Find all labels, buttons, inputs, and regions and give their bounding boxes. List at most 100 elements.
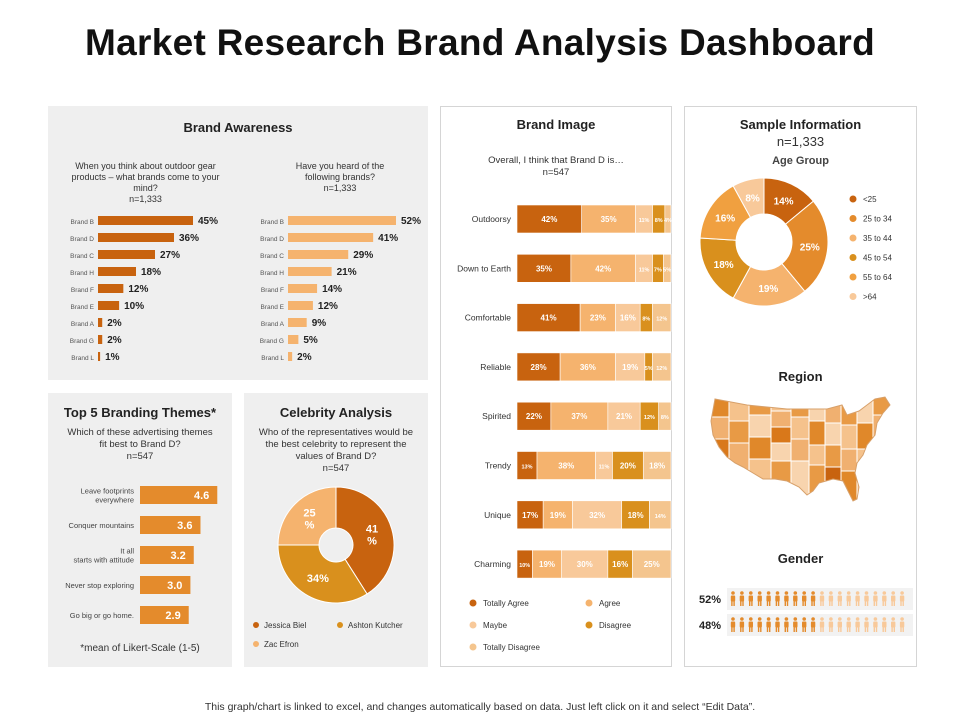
awareness-q2-n: n=1,333	[323, 183, 357, 193]
stacked-segment	[658, 401, 672, 431]
legend-swatch	[849, 254, 857, 261]
stacked-segment	[536, 451, 596, 480]
donut-label: 41	[366, 524, 378, 536]
brand-awareness-panel: Brand Awareness When you think about out…	[48, 106, 428, 380]
theme-value-label: 3.6	[177, 520, 192, 532]
person-icon	[899, 617, 905, 632]
person-icon	[828, 591, 834, 606]
stacked-segment-label: 20%	[620, 462, 636, 471]
bar-category-label: Brand E	[261, 304, 285, 311]
map-state	[808, 444, 826, 466]
image-question-text: Overall, I think that Brand D is…	[488, 155, 624, 166]
legend-label: Totally Agree	[483, 599, 529, 608]
bar-category-label: Brand G	[260, 338, 284, 345]
person-icon	[739, 591, 745, 606]
bar-category-label: Brand F	[261, 287, 284, 294]
person-icon	[864, 617, 869, 632]
age-group-donut-chart: 14% 25% 19% 18% 16% 8%	[699, 177, 829, 307]
image-category-label: Spirited	[482, 411, 511, 421]
person-icon	[828, 617, 834, 632]
stacked-segment	[664, 204, 672, 234]
bar	[288, 318, 307, 327]
legend-label: 35 to 44	[863, 234, 892, 243]
map-state	[856, 422, 874, 450]
gender-value-label: 52%	[699, 594, 721, 606]
donut-slice	[781, 200, 829, 293]
stacked-segment-label: 5%	[663, 267, 671, 273]
awareness-q1-n: n=1,333	[129, 194, 162, 204]
stacked-segment-label: 38%	[558, 462, 574, 471]
stacked-segment-label: 10%	[519, 563, 530, 569]
legend-label: <25	[863, 195, 877, 204]
stacked-segment-label: 36%	[580, 363, 596, 372]
theme-label: starts with attitude	[74, 556, 134, 565]
bar-category-label: Brand D	[70, 236, 94, 243]
stacked-segment	[559, 352, 616, 382]
stacked-segment	[652, 303, 672, 332]
bar-value-label: 45%	[198, 216, 218, 227]
celebrity-panel: Celebrity Analysis Who of the representa…	[244, 393, 428, 667]
person-icon	[891, 591, 896, 606]
stacked-segment-label: 5%	[645, 366, 653, 372]
bar	[288, 250, 349, 259]
awareness-q2-text: Have you heard of the following brands?	[295, 161, 385, 182]
bar	[288, 335, 299, 344]
map-state	[711, 438, 730, 470]
bar-category-label: Brand L	[71, 355, 94, 362]
legend-swatch	[253, 641, 259, 647]
donut-label: 34%	[307, 573, 329, 585]
map-state	[770, 442, 792, 462]
stacked-segment	[642, 451, 672, 480]
stacked-segment	[621, 500, 650, 530]
legend-label: 25 to 34	[863, 215, 892, 224]
celebrity-donut-chart: 41% 34% 25%	[277, 486, 395, 604]
stacked-segment	[572, 500, 623, 530]
person-icon	[802, 591, 807, 606]
stacked-segment-label: 12%	[656, 366, 667, 372]
brand-image-legend: Totally Agree Agree Maybe Disagree Totally D…	[469, 599, 632, 652]
legend-label: Zac Efron	[264, 640, 299, 649]
person-icon	[882, 591, 887, 606]
stacked-segment-label: 21%	[616, 412, 632, 421]
bar-value-label: 2%	[107, 335, 122, 346]
bar-value-label: 2%	[107, 318, 122, 329]
legend-label: Jessica Biel	[264, 621, 306, 630]
bar	[288, 352, 293, 361]
us-region-map	[710, 396, 891, 502]
map-state	[748, 397, 772, 416]
map-state	[728, 420, 750, 444]
donut-slice	[277, 544, 368, 604]
donut-label: %	[305, 519, 315, 531]
image-category-label: Comfortable	[465, 313, 512, 323]
stacked-segment	[550, 401, 609, 431]
footer-note: This graph/chart is linked to excel, and…	[204, 701, 756, 713]
theme-value-label: 2.9	[165, 610, 180, 622]
sample-n: n=1,333	[776, 134, 825, 149]
map-state	[711, 416, 730, 440]
legend-label: Ashton Kutcher	[348, 621, 403, 630]
theme-value-label: 4.6	[194, 490, 209, 502]
stacked-segment-label: 37%	[571, 412, 587, 421]
map-state	[770, 410, 792, 428]
person-icon	[775, 617, 780, 632]
stacked-segment	[663, 253, 672, 283]
image-category-label: Reliable	[480, 362, 511, 372]
bar	[98, 233, 174, 242]
person-icon	[766, 617, 771, 632]
person-icon	[757, 617, 762, 632]
bar-category-label: Brand F	[71, 287, 94, 294]
bar-category-label: Brand B	[261, 219, 285, 226]
stacked-segment-label: 41%	[541, 314, 557, 323]
map-state	[790, 397, 810, 418]
theme-value-label: 3.2	[170, 550, 185, 562]
map-state	[872, 397, 890, 416]
map-state	[872, 414, 890, 456]
bar-category-label: Brand A	[261, 321, 285, 328]
image-category-label: Down to Earth	[457, 263, 511, 273]
theme-label: Conquer mountains	[69, 521, 135, 530]
sample-info-title: Sample Information	[739, 117, 862, 132]
stacked-segment-label: 19%	[622, 363, 638, 372]
bar	[98, 301, 120, 310]
legend-swatch	[337, 622, 343, 628]
